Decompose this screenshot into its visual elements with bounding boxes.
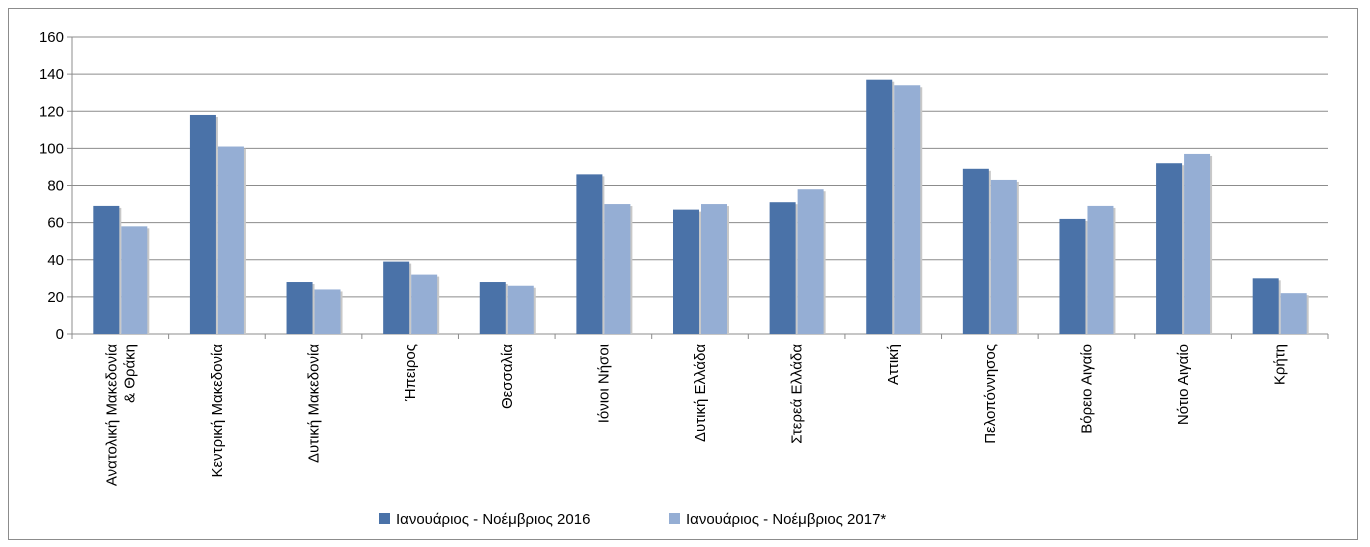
- x-tick-label: Πελοπόννησος: [982, 344, 999, 444]
- x-tick-label-line: Ήπειρος: [402, 344, 419, 402]
- bar-2016: [673, 209, 699, 334]
- x-tick-label: Αττική: [885, 344, 902, 385]
- x-tick-label: Κεντρική Μακεδονία: [209, 344, 226, 478]
- y-tick-label: 140: [39, 66, 64, 83]
- bar-2017: [411, 274, 438, 334]
- legend-swatch-2016: [379, 513, 390, 524]
- x-tick-label-line: Κρήτη: [1272, 344, 1289, 385]
- x-tick-label: Δυτική Μακεδονία: [306, 344, 323, 463]
- bar-2016: [576, 174, 603, 334]
- y-tick-label: 160: [39, 29, 64, 46]
- x-tick-label: Δυτική Ελλάδα: [692, 344, 709, 442]
- legend-label-2016: Ιανουάριος - Νοέμβριος 2016: [396, 511, 590, 528]
- gridlines: [72, 36, 1328, 298]
- x-tick-label-line: Κεντρική Μακεδονία: [209, 344, 226, 478]
- y-tick-label: 80: [47, 178, 64, 195]
- bar-2016: [769, 202, 796, 334]
- x-tick-label-line: Αττική: [885, 344, 902, 385]
- bar-2017: [990, 179, 1017, 334]
- bar-2017: [604, 204, 631, 334]
- x-tick-labels: Ανατολική Μακεδονία& Θράκη Κεντρική Μακεδ…: [103, 344, 1288, 486]
- x-tick-label: Θεσσαλία: [499, 344, 516, 409]
- bar-2016: [866, 79, 893, 334]
- bar-2016: [286, 282, 313, 334]
- x-tick-label-line: Νότιο Αιγαίο: [1175, 344, 1192, 425]
- x-tick-label: Νότιο Αιγαίο: [1175, 344, 1192, 425]
- x-tick-label: Ιόνιοι Νήσοι: [595, 344, 612, 423]
- y-tick-label: 60: [47, 215, 64, 232]
- x-tick-label-line: Ιόνιοι Νήσοι: [595, 344, 612, 423]
- x-tick-label: Ανατολική Μακεδονία& Θράκη: [103, 344, 138, 486]
- bar-2016: [1059, 218, 1086, 334]
- legend: Ιανουάριος - Νοέμβριος 2016 Ιανουάριος -…: [379, 511, 886, 528]
- x-tick-label-line: & Θράκη: [121, 344, 138, 403]
- bar-2016: [189, 114, 216, 335]
- legend-label-2017: Ιανουάριος - Νοέμβριος 2017*: [686, 511, 886, 528]
- bar-2017: [1280, 293, 1307, 334]
- legend-swatch-2017: [669, 513, 680, 524]
- x-tick-label-line: Θεσσαλία: [499, 344, 516, 409]
- bar-2017: [217, 146, 244, 334]
- bar-2016: [962, 168, 989, 334]
- y-tick-label: 40: [47, 252, 64, 269]
- bar-2017: [1087, 205, 1114, 334]
- x-tick-label-line: Πελοπόννησος: [982, 344, 999, 444]
- x-tick-label: Βόρειο Αιγαίο: [1078, 344, 1095, 434]
- x-tick-label-line: Δυτική Μακεδονία: [306, 344, 323, 463]
- bar-2016: [1156, 163, 1183, 334]
- bar-2016: [1252, 278, 1279, 334]
- bar-2017: [507, 285, 534, 334]
- x-tick-label: Ήπειρος: [402, 344, 419, 402]
- y-tick-label: 120: [39, 103, 64, 120]
- x-tick-label: Κρήτη: [1272, 344, 1289, 385]
- bar-2017: [121, 226, 148, 334]
- bar-2016: [383, 261, 410, 334]
- x-tick-label-line: Δυτική Ελλάδα: [692, 344, 709, 442]
- y-tick-labels: 0 20 40 60 80 100 120 140 160: [39, 29, 64, 343]
- x-tick-label-line: Στερεά Ελλάδα: [789, 344, 806, 444]
- bar-2017: [314, 289, 341, 334]
- x-tick-label-line: Βόρειο Αιγαίο: [1078, 344, 1095, 434]
- y-tick-label: 0: [56, 326, 64, 343]
- y-tick-label: 100: [39, 140, 64, 157]
- bar-2016: [93, 205, 120, 334]
- bar-2017: [894, 85, 921, 334]
- bar-2017: [701, 204, 727, 334]
- bars: [93, 79, 1309, 335]
- x-tick-label: Στερεά Ελλάδα: [789, 344, 806, 444]
- bar-2017: [1184, 153, 1211, 334]
- bar-2016: [479, 282, 506, 334]
- x-tick-label-line: Ανατολική Μακεδονία: [103, 344, 120, 486]
- bar-2017: [797, 189, 824, 334]
- y-tick-label: 20: [47, 289, 64, 306]
